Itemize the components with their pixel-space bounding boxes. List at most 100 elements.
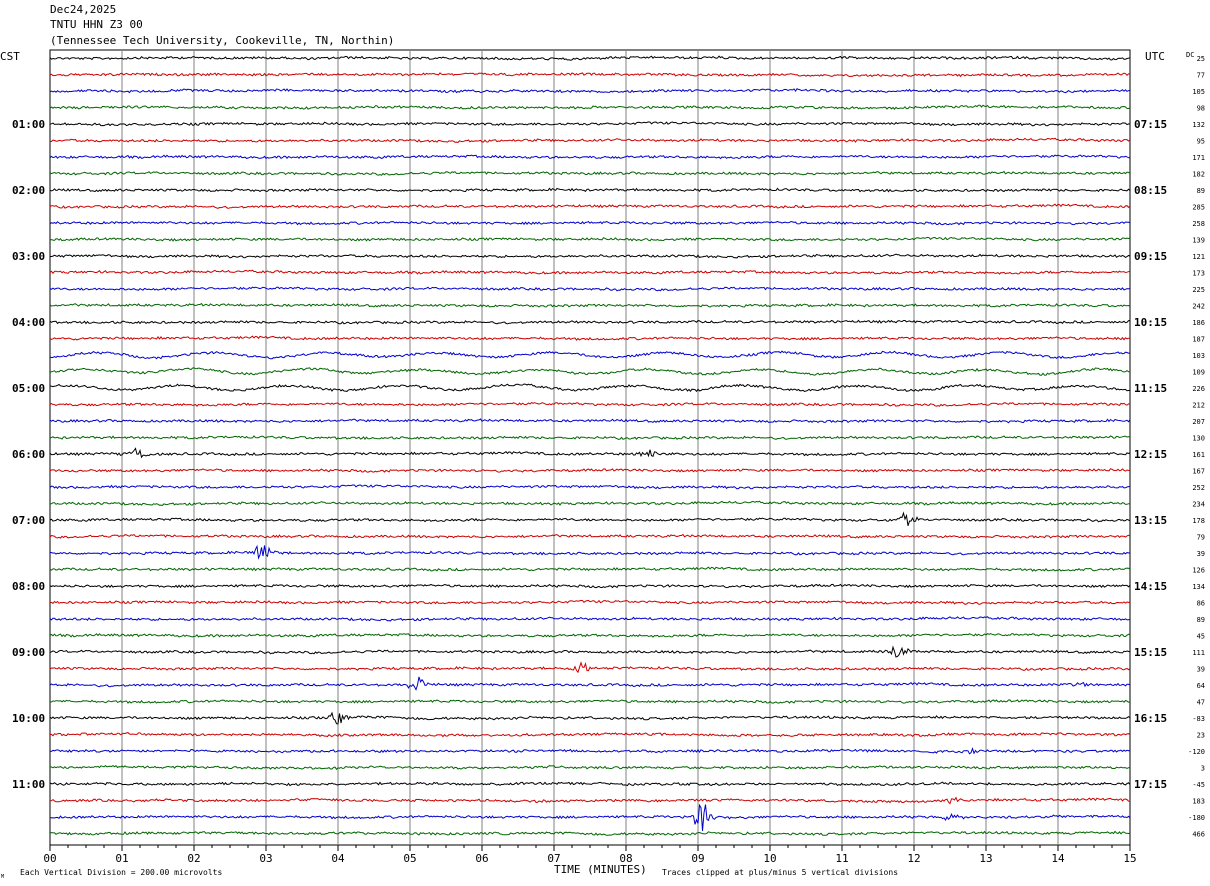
dc-offset-value: 252 (1192, 484, 1205, 492)
dc-offset-value: 23 (1197, 732, 1205, 740)
dc-offset-value: 173 (1192, 270, 1205, 278)
dc-offset-value: 167 (1192, 468, 1205, 476)
x-tick-label: 10 (763, 852, 776, 865)
trace-0 (49, 55, 1131, 61)
dc-offset-value: 25 (1197, 55, 1205, 63)
utc-time-label: 12:15 (1134, 448, 1167, 461)
dc-offset-value: 77 (1197, 72, 1205, 80)
dc-offset-value: 45 (1197, 633, 1205, 641)
cst-time-label: 01:00 (12, 118, 45, 131)
trace-38 (49, 676, 1131, 691)
dc-offset-value: -120 (1188, 748, 1205, 756)
trace-7 (49, 170, 1131, 176)
cst-time-label: 06:00 (12, 448, 45, 461)
right-timezone-label: UTC (1145, 50, 1165, 63)
utc-time-label: 14:15 (1134, 580, 1167, 593)
dc-offset-value: 242 (1192, 303, 1205, 311)
trace-12 (50, 253, 1131, 259)
trace-36 (49, 645, 1131, 658)
dc-offset-value: 285 (1192, 204, 1205, 212)
dc-offset-value: 79 (1197, 534, 1205, 542)
dc-offset-value: 95 (1197, 138, 1205, 146)
trace-10 (49, 220, 1131, 226)
dc-offset-value: 89 (1197, 616, 1205, 624)
trace-45 (49, 796, 1131, 805)
station-location: (Tennessee Tech University, Cookeville, … (50, 34, 395, 47)
x-tick-label: 02 (187, 852, 200, 865)
x-tick-label: 00 (43, 852, 56, 865)
dc-offset-value: 39 (1197, 550, 1205, 558)
trace-9 (49, 203, 1131, 209)
dc-offset-value: 171 (1192, 154, 1205, 162)
utc-time-label: 10:15 (1134, 316, 1167, 329)
trace-22 (49, 418, 1131, 424)
dc-offset-value: 178 (1192, 517, 1205, 525)
trace-5 (49, 137, 1131, 143)
cst-time-label: 11:00 (12, 778, 45, 791)
dc-offset-value: 109 (1192, 369, 1205, 377)
x-tick-label: 03 (259, 852, 272, 865)
x-tick-label: 07 (547, 852, 560, 865)
trace-8 (49, 187, 1131, 193)
x-tick-label: 15 (1123, 852, 1136, 865)
x-tick-label: 14 (1051, 852, 1065, 865)
trace-30 (49, 544, 1131, 560)
dc-offset-value: 98 (1197, 105, 1205, 113)
trace-11 (49, 236, 1131, 242)
minute-gridlines (121, 50, 1059, 845)
utc-time-label: 15:15 (1134, 646, 1167, 659)
trace-20 (49, 383, 1131, 393)
left-timezone-label: CST (0, 50, 20, 63)
x-axis-title: TIME (MINUTES) (554, 863, 647, 876)
dc-column-header: DC (1186, 51, 1194, 59)
x-tick-label: 05 (403, 852, 416, 865)
trace-26 (49, 484, 1131, 490)
trace-19 (49, 367, 1131, 376)
dc-offset-value: 187 (1192, 336, 1205, 344)
trace-34 (49, 616, 1131, 622)
trace-17 (49, 335, 1131, 341)
cst-time-label: 07:00 (12, 514, 45, 527)
dc-offset-value: 121 (1192, 253, 1205, 261)
trace-4 (49, 121, 1131, 127)
utc-time-label: 11:15 (1134, 382, 1167, 395)
dc-offset-value: -83 (1192, 715, 1205, 723)
trace-18 (49, 350, 1131, 360)
dc-offset-value: -45 (1192, 781, 1205, 789)
x-tick-label: 01 (115, 852, 128, 865)
dc-offset-value: 258 (1192, 220, 1205, 228)
trace-13 (49, 269, 1131, 275)
dc-offset-value: 226 (1192, 385, 1205, 393)
corner-mark: M (1, 874, 4, 880)
plot-frame (49, 49, 1131, 846)
dc-offset-value: -180 (1188, 814, 1205, 822)
trace-28 (49, 511, 1131, 526)
plot-date: Dec24,2025 (50, 3, 117, 16)
x-tick-label: 12 (907, 852, 920, 865)
dc-offset-column: 25 77 105 98 132 95 171 182 89 285 258 139 121 173 225… (1188, 55, 1205, 839)
trace-37 (49, 661, 1131, 674)
utc-time-label: 07:15 (1134, 118, 1167, 131)
trace-32 (49, 583, 1131, 589)
trace-46 (49, 803, 1131, 831)
dc-offset-value: 134 (1192, 583, 1205, 591)
time-labels: 01:00 02:00 03:00 04:00 05:00 06:00 07:00 08:00… (12, 118, 1167, 791)
trace-2 (49, 88, 1130, 94)
dc-offset-value: 64 (1197, 682, 1205, 690)
scale-note: Each Vertical Division = 200.00 microvol… (20, 868, 222, 877)
trace-25 (49, 468, 1131, 473)
dc-offset-value: 225 (1192, 286, 1205, 294)
seismic-traces (49, 55, 1131, 836)
dc-offset-value: 132 (1192, 121, 1205, 129)
x-tick-label: 11 (835, 852, 848, 865)
cst-time-label: 08:00 (12, 580, 45, 593)
trace-44 (49, 781, 1131, 787)
trace-24 (49, 447, 1131, 459)
trace-42 (49, 747, 1131, 755)
dc-offset-value: 130 (1192, 435, 1205, 443)
trace-35 (49, 633, 1131, 638)
cst-time-label: 03:00 (12, 250, 45, 263)
dc-offset-value: 161 (1192, 451, 1205, 459)
trace-41 (49, 732, 1131, 738)
